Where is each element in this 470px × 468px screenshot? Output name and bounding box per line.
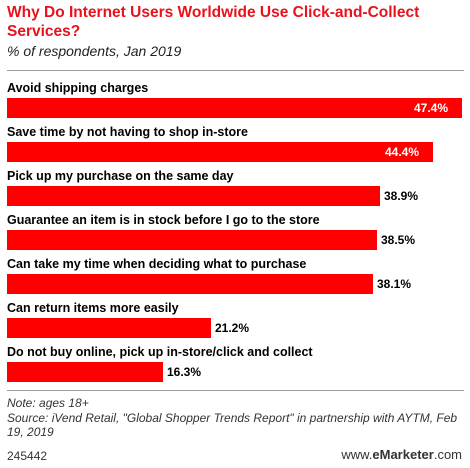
- bar: [7, 362, 163, 382]
- bar: [7, 274, 373, 294]
- note-text: Note: ages 18+: [7, 396, 89, 410]
- value-label: 47.4%: [414, 101, 449, 115]
- value-label: 16.3%: [167, 365, 202, 379]
- chart-id: 245442: [7, 449, 48, 463]
- value-label: 38.5%: [381, 233, 416, 247]
- category-label: Can return items more easily: [7, 301, 179, 315]
- brand-prefix: www.: [341, 447, 373, 462]
- bar: [7, 318, 211, 338]
- category-label: Can take my time when deciding what to p…: [7, 257, 307, 271]
- brand-suffix: .com: [433, 447, 462, 462]
- chart-notes: Note: ages 18+ Source: iVend Retail, "Gl…: [7, 396, 462, 440]
- value-label: 44.4%: [385, 145, 420, 159]
- category-label: Guarantee an item is in stock before I g…: [7, 213, 320, 227]
- bar: [7, 186, 380, 206]
- value-label: 21.2%: [215, 321, 250, 335]
- value-label: 38.1%: [377, 277, 412, 291]
- brand-link[interactable]: www.eMarketer.com: [341, 447, 462, 462]
- value-label: 38.9%: [384, 189, 419, 203]
- top-divider: [7, 70, 464, 71]
- chart-subtitle: % of respondents, Jan 2019: [7, 43, 182, 59]
- category-label: Do not buy online, pick up in-store/clic…: [7, 345, 313, 359]
- source-text: Source: iVend Retail, "Global Shopper Tr…: [7, 410, 458, 440]
- category-label: Save time by not having to shop in-store: [7, 125, 249, 139]
- category-label: Avoid shipping charges: [7, 81, 149, 95]
- chart-title: Why Do Internet Users Worldwide Use Clic…: [7, 4, 420, 40]
- bottom-divider: [7, 390, 464, 391]
- bar: [7, 98, 462, 118]
- bar: [7, 230, 377, 250]
- brand-name: eMarketer: [372, 447, 434, 462]
- bar: [7, 142, 433, 162]
- category-label: Pick up my purchase on the same day: [7, 169, 234, 183]
